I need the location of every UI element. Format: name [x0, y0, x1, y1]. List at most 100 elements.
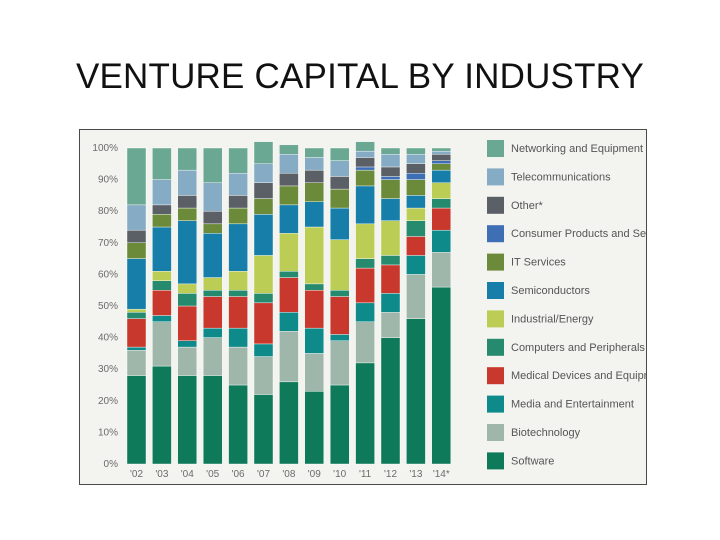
x-tick-label: '10 [333, 469, 346, 480]
x-tick-label: '14* [433, 469, 450, 480]
y-tick-label: 60% [98, 269, 118, 280]
bar-segment [431, 207, 451, 231]
y-tick-label: 80% [98, 206, 118, 217]
x-tick-label: '13 [409, 469, 422, 480]
bar-segment [431, 163, 451, 171]
bar-segment [126, 346, 147, 351]
bar-segment [380, 176, 401, 180]
bar-segment [177, 207, 198, 221]
bar-segment [177, 283, 198, 294]
bar-segment [329, 147, 350, 161]
x-tick-label: '07 [257, 469, 270, 480]
bar-segment [253, 163, 274, 183]
legend-swatch [487, 367, 504, 385]
bar-segment [279, 204, 299, 234]
bar-segment [355, 267, 375, 304]
bar-segment [431, 252, 451, 288]
legend-label: Telecommunications [511, 171, 611, 183]
bar-segment [177, 346, 198, 376]
legend-label: IT Services [511, 257, 566, 269]
bar-segment [228, 173, 248, 196]
bar-segment [329, 289, 350, 297]
bar-segment [177, 220, 198, 285]
bar-segment [202, 375, 223, 465]
x-tick-label: '11 [359, 469, 372, 480]
legend-swatch [487, 196, 504, 214]
bar-segment [355, 321, 375, 364]
legend-swatch [487, 338, 504, 356]
chart-panel: 0% 10% 20% 30% 40% 50% 60% 70% 80% 90% 100% '02 '03 '… [79, 129, 647, 485]
x-tick-label: '04 [181, 469, 194, 480]
bar-segment [253, 356, 274, 395]
bar-segment [152, 365, 172, 465]
bar-segment [406, 318, 426, 465]
bar-segment [380, 220, 401, 256]
bar-segment [152, 226, 172, 272]
bar-segment [253, 141, 274, 165]
legend-swatch [487, 424, 504, 441]
bar-segment [431, 147, 451, 152]
bar-segment [279, 312, 299, 332]
bar-segment [177, 147, 198, 171]
bar-segment [126, 204, 147, 231]
bar-segment [202, 277, 223, 291]
legend-label: Consumer Products and Services [511, 228, 646, 240]
bar-segment [228, 207, 248, 225]
x-tick-label: '06 [232, 469, 245, 480]
x-tick-label: '12 [384, 469, 397, 480]
bar-segment [279, 233, 299, 272]
legend-label: Industrial/Energy [511, 313, 594, 325]
legend-swatch [487, 225, 504, 243]
bar-segment [329, 296, 350, 335]
bar-segment [177, 375, 198, 465]
bar-segment [329, 384, 350, 465]
bar-segment [406, 207, 426, 221]
bar-segment [304, 283, 325, 291]
bar-segment [355, 141, 375, 152]
bar-segment [152, 280, 172, 291]
bar-segment [228, 346, 248, 386]
y-tick-label: 30% [98, 364, 118, 375]
legend-swatch [487, 253, 504, 271]
bar-segment [126, 147, 147, 206]
bar-segment [177, 169, 198, 196]
bar-segment [253, 343, 274, 357]
bar-segment [329, 176, 350, 190]
bar-segment [279, 154, 299, 174]
y-tick-label: 20% [98, 396, 118, 407]
bar-segment [152, 147, 172, 180]
bar-segment [152, 204, 172, 215]
x-tick-label: '03 [155, 469, 168, 480]
bar-segment [406, 173, 426, 180]
bar-segment [228, 195, 248, 209]
legend-label: Software [511, 455, 554, 467]
bar-segment [431, 229, 451, 253]
bar-segment [355, 302, 375, 322]
legend-swatch [487, 452, 504, 470]
bar-segment [202, 327, 223, 338]
bar-segment [253, 394, 274, 465]
bar-segment [380, 293, 401, 313]
legend-swatch [487, 140, 504, 157]
bar-segment [228, 147, 248, 174]
bar-segment [431, 169, 451, 183]
bar-segment [253, 214, 274, 256]
bar-segment [304, 289, 325, 329]
bar-segment [380, 198, 401, 221]
bar-segment [329, 160, 350, 177]
legend-label: Semiconductors [511, 285, 590, 297]
bar-segment [431, 154, 451, 161]
bar-segment [279, 173, 299, 187]
bar-segment [228, 289, 248, 297]
bar-segment [355, 157, 375, 168]
y-tick-label: 100% [92, 143, 118, 154]
bar-segment [202, 210, 223, 225]
bar-segment [304, 157, 325, 171]
legend-swatch [487, 282, 504, 299]
bar-segment [253, 302, 274, 345]
legend-label: Networking and Equipment [511, 143, 643, 155]
bar-segment [253, 255, 274, 294]
bar-segment [177, 293, 198, 307]
bar-segment [253, 198, 274, 215]
bar-segment [329, 188, 350, 209]
